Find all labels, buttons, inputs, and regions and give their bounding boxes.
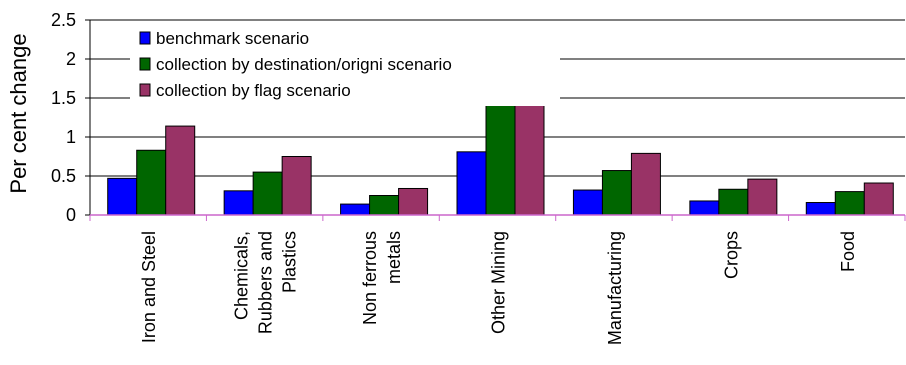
- legend-swatch: [139, 57, 151, 71]
- legend-background: [130, 24, 560, 106]
- x-tick-labels: Iron and Steel Chemicals, Rubbers and Plast…: [139, 231, 858, 345]
- bar-2: [601, 170, 632, 216]
- bar-1: [805, 202, 836, 216]
- bar-3: [398, 187, 429, 216]
- bar-2: [136, 149, 167, 216]
- x-tick-label: Plastics: [280, 231, 300, 293]
- bar-1: [340, 203, 371, 216]
- bar-2: [485, 103, 516, 216]
- y-axis-label: Per cent change: [6, 33, 31, 193]
- legend-swatch: [139, 31, 151, 45]
- y-tick-label: 2.5: [51, 10, 76, 30]
- legend: benchmark scenario collection by destinat…: [130, 24, 560, 106]
- axes: [85, 19, 906, 221]
- legend-swatch: [139, 83, 151, 97]
- x-tick-label: Chemicals,: [232, 231, 252, 320]
- x-tick-label: Manufacturing: [605, 231, 625, 345]
- x-tick-label: Other Mining: [489, 231, 509, 334]
- x-tick-label: Rubbers and: [256, 231, 276, 334]
- bar-3: [281, 156, 312, 216]
- y-tick-label: 0.5: [51, 166, 76, 186]
- bar-3: [165, 125, 196, 216]
- bars: [107, 103, 894, 216]
- bar-2: [718, 188, 749, 216]
- y-tick-label: 2: [66, 49, 76, 69]
- x-tick-label: Non ferrous: [360, 231, 380, 325]
- bar-2: [252, 171, 283, 216]
- x-tick-label: Food: [838, 231, 858, 272]
- bar-3: [630, 152, 661, 216]
- legend-label: collection by destination/origni scenari…: [156, 55, 452, 74]
- y-tick-labels: 0 0.5 1 1.5 2 2.5: [51, 10, 76, 225]
- bar-1: [107, 177, 138, 216]
- legend-label: benchmark scenario: [156, 29, 309, 48]
- bar-3: [863, 182, 894, 216]
- x-tick-label: Crops: [721, 231, 741, 279]
- x-tick-label: metals: [384, 231, 404, 284]
- y-tick-label: 1.5: [51, 88, 76, 108]
- bar-2: [834, 191, 865, 216]
- bar-1: [456, 151, 487, 216]
- y-tick-label: 0: [66, 205, 76, 225]
- x-tick-label: Iron and Steel: [139, 231, 159, 343]
- bar-3: [747, 178, 778, 216]
- bar-2: [369, 195, 400, 216]
- bar-3: [514, 103, 545, 216]
- legend-label: collection by flag scenario: [156, 81, 351, 100]
- bar-1: [572, 189, 603, 216]
- bar-1: [689, 200, 720, 216]
- bar-1: [223, 190, 254, 216]
- y-tick-label: 1: [66, 127, 76, 147]
